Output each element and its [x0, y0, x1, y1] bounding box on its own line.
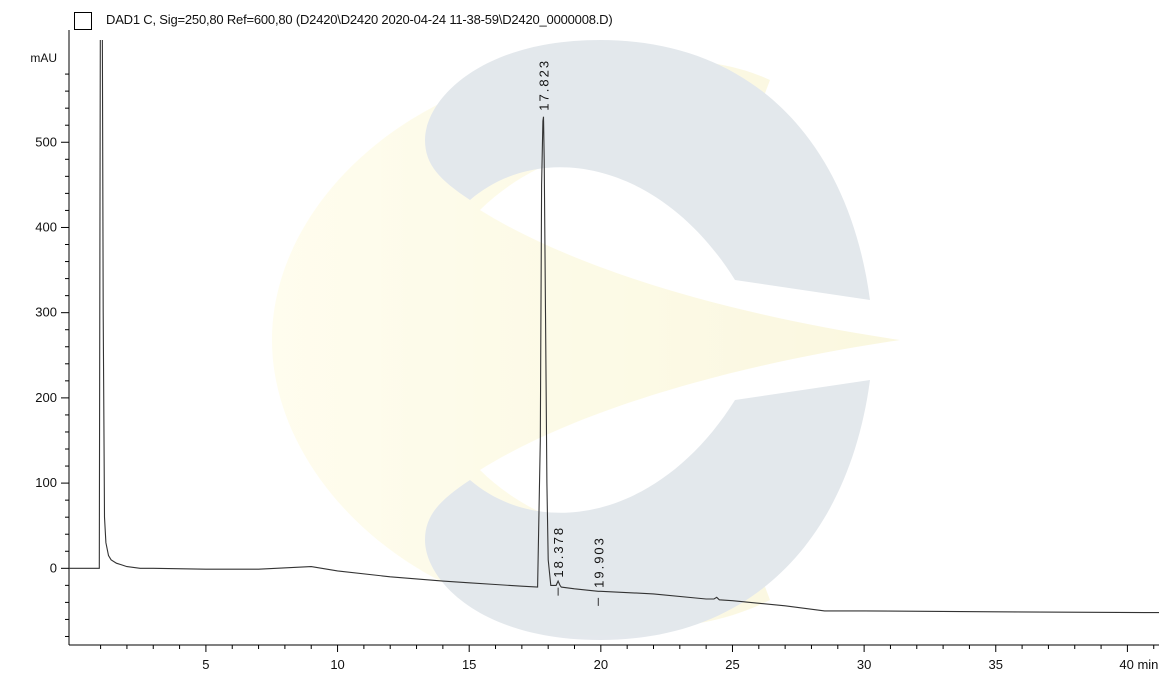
y-axis-label: mAU: [30, 51, 57, 65]
y-tick-label: 100: [35, 475, 57, 490]
signal-trace: [69, 40, 1159, 614]
peak-label: 18.378: [551, 526, 566, 578]
x-tick-label: 5: [202, 657, 209, 672]
chart-title: DAD1 C, Sig=250,80 Ref=600,80 (D2420\D24…: [106, 12, 613, 27]
y-tick-label: 0: [50, 560, 57, 575]
watermark-logo: [272, 40, 900, 640]
peak-label: 19.903: [591, 536, 606, 588]
x-tick-label: 10: [330, 657, 344, 672]
x-tick-label: 30: [857, 657, 871, 672]
y-tick-label: 500: [35, 134, 57, 149]
peak-label: 17.823: [537, 59, 552, 111]
x-tick-label: 25: [725, 657, 739, 672]
x-tick-label: 20: [594, 657, 608, 672]
y-tick-label: 300: [35, 305, 57, 320]
legend-swatch: [74, 12, 92, 30]
x-tick-label: 15: [462, 657, 476, 672]
y-tick-label: 400: [35, 219, 57, 234]
x-tick-label: 35: [989, 657, 1003, 672]
y-tick-label: 200: [35, 390, 57, 405]
x-tick-label: 40 min: [1119, 657, 1158, 672]
